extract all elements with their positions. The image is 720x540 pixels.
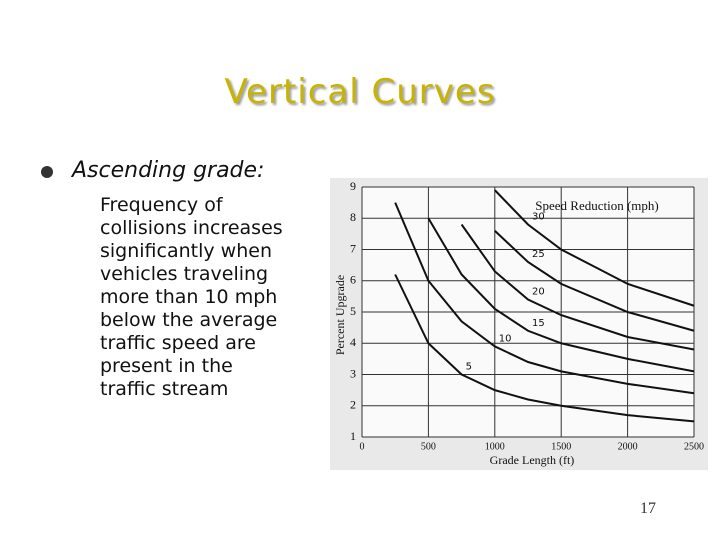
annotation: Speed Reduction (mph) <box>535 198 658 213</box>
y-tick-label: 1 <box>350 429 356 443</box>
x-tick-label: 500 <box>421 441 436 452</box>
x-tick-label: 0 <box>360 441 365 452</box>
y-tick-label: 5 <box>350 304 356 318</box>
bullet-line: below the average <box>100 309 278 331</box>
bullet-line: collisions increases <box>100 217 283 239</box>
y-axis-label: Percent Upgrade <box>333 275 347 355</box>
y-tick-label: 2 <box>350 398 356 412</box>
bullet-line: Frequency of <box>100 194 223 216</box>
bullet-line: more than 10 mph <box>100 286 278 308</box>
slide-title: Vertical Curves <box>224 72 496 112</box>
curve-label: 5 <box>466 362 472 373</box>
y-tick-label: 7 <box>350 241 356 255</box>
curve-label: 25 <box>532 249 545 260</box>
bullet-dot <box>41 166 53 178</box>
x-tick-label: 1000 <box>485 441 505 452</box>
curve <box>394 274 695 423</box>
curve <box>394 202 695 395</box>
y-tick-label: 4 <box>350 335 356 349</box>
curve-label: 10 <box>499 333 512 344</box>
x-tick-label: 2000 <box>618 441 638 452</box>
x-tick-label: 1500 <box>551 441 571 452</box>
x-axis-label: Grade Length (ft) <box>490 453 575 467</box>
curve <box>494 230 695 332</box>
curve <box>427 217 695 373</box>
x-tick-label: 2500 <box>684 441 704 452</box>
curve-label: 15 <box>532 318 545 329</box>
curve <box>460 223 695 351</box>
curve-label: 30 <box>532 212 545 223</box>
y-tick-label: 3 <box>350 366 356 380</box>
bullet-line: traffic stream <box>100 378 229 400</box>
page-number: 17 <box>640 500 656 517</box>
y-tick-label: 8 <box>350 210 356 224</box>
bullet-line: significantly when <box>100 240 272 262</box>
bullet-line: traffic speed are <box>100 332 256 354</box>
y-tick-label: 9 <box>350 179 356 193</box>
bullet-line: present in the <box>100 355 233 377</box>
curve-label: 20 <box>532 287 545 298</box>
bullet-line: vehicles traveling <box>100 263 269 285</box>
y-tick-label: 6 <box>350 273 356 287</box>
bullet-heading: Ascending grade: <box>72 158 265 183</box>
curve <box>494 189 695 307</box>
bullet-text: Frequency of collisions increases signific… <box>100 194 283 401</box>
